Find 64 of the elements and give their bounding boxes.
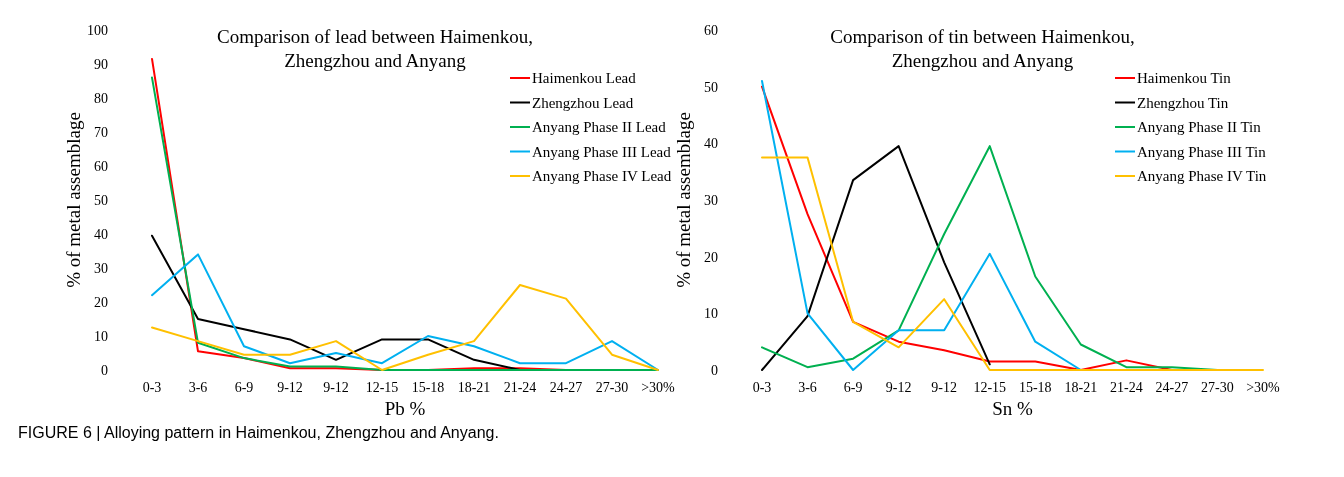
x-tick-label: 18-21	[1064, 380, 1098, 395]
x-tick-label: 18-21	[457, 380, 491, 395]
x-tick-label: 12-15	[973, 380, 1007, 395]
x-tick-label: 24-27	[549, 380, 583, 395]
x-tick-label: 9-12	[885, 380, 912, 395]
y-tick-label: 20	[704, 249, 718, 265]
x-tick-label: 12-15	[365, 380, 399, 395]
line-series	[761, 145, 991, 371]
caption: FIGURE 6 | Alloying pattern in Haimenkou, Zhengzhou and Anyang.	[18, 424, 499, 441]
legend-label: Anyang Phase II Lead	[532, 119, 667, 136]
x-tick-label: 9-12	[323, 380, 349, 395]
y-tick-label: 70	[94, 124, 108, 140]
y-tick-label: 60	[94, 158, 108, 174]
y-tick-label: 10	[94, 328, 108, 344]
x-tick-label: 6-9	[234, 380, 254, 395]
y-tick-label: 50	[704, 79, 718, 95]
x-axis-title: Sn %	[992, 398, 1033, 419]
y-tick-label: 90	[94, 56, 108, 72]
legend-label: Zhengzhou Lead	[532, 94, 634, 111]
legend-label: Anyang Phase III Lead	[532, 143, 672, 160]
x-tick-label: 21-24	[503, 380, 537, 395]
y-tick-label: 30	[704, 192, 718, 208]
x-tick-label: 6-9	[843, 380, 863, 395]
y-tick-label: 0	[711, 362, 718, 378]
y-tick-label: 30	[94, 260, 108, 276]
legend-label: Zhengzhou Tin	[1137, 94, 1229, 111]
x-tick-label: >30%	[1246, 380, 1281, 395]
y-tick-label: 20	[94, 294, 108, 310]
x-tick-label: 21-24	[1110, 380, 1143, 395]
x-tick-label: 3-6	[188, 380, 208, 395]
line-series	[151, 234, 521, 371]
x-tick-label: 24-27	[1155, 380, 1189, 395]
y-tick-label: 40	[94, 226, 108, 242]
line-series	[151, 284, 659, 371]
legend-label: Haimenkou Lead	[532, 70, 637, 87]
x-tick-label: 27-30	[595, 380, 629, 395]
y-tick-label: 40	[704, 136, 718, 152]
x-tick-label: >30%	[641, 380, 676, 395]
y-axis-title: % of metal assemblage	[63, 112, 84, 288]
legend-label: Anyang Phase III Tin	[1137, 143, 1267, 160]
x-tick-label: 3-6	[798, 380, 817, 395]
y-tick-label: 60	[704, 22, 718, 38]
x-tick-label: 15-18	[411, 380, 445, 395]
x-tick-label: 9-12	[277, 380, 303, 395]
y-tick-label: 0	[101, 362, 108, 378]
x-tick-label: 0-3	[142, 380, 162, 395]
y-tick-label: 100	[87, 22, 108, 38]
legend-label: Anyang Phase IV Lead	[532, 168, 672, 185]
chart-title: Comparison of lead between Haimenkou, Zhengzhou and Anyang	[216, 26, 534, 71]
chart-title: Comparison of tin between Haimenkou, Zhengzhou and Anyang	[830, 26, 1135, 71]
line-series	[151, 253, 659, 371]
legend-label: Anyang Phase IV Tin	[1137, 168, 1267, 185]
line-series	[761, 80, 1082, 371]
x-tick-label: 27-30	[1201, 380, 1234, 395]
legend-label: Haimenkou Tin	[1137, 70, 1232, 87]
x-tick-label: 0-3	[752, 380, 772, 395]
y-tick-label: 10	[704, 306, 718, 322]
y-tick-label: 80	[94, 90, 108, 106]
x-axis-title: Pb %	[384, 398, 426, 419]
legend-label: Anyang Phase II Tin	[1137, 119, 1262, 136]
y-axis-title: % of metal assemblage	[673, 112, 694, 288]
x-tick-label: 9-12	[931, 380, 958, 395]
x-tick-label: 15-18	[1018, 380, 1052, 395]
y-tick-label: 50	[94, 192, 108, 208]
